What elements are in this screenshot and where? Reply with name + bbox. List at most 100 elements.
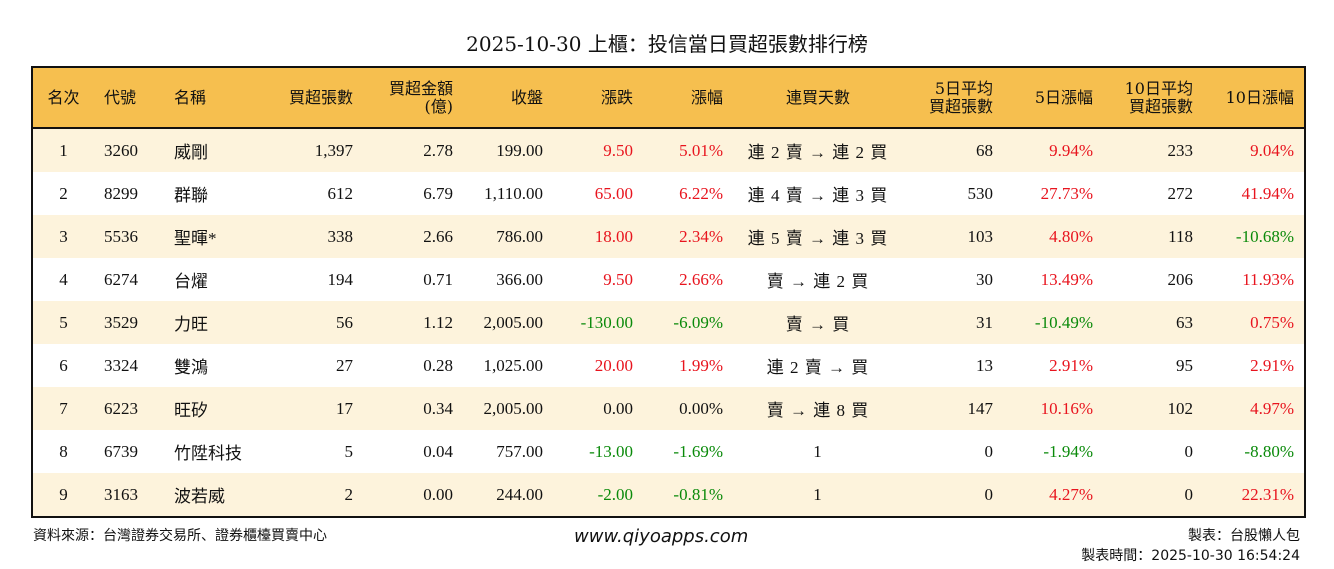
cell-name: 群聯 — [174, 186, 208, 205]
cell-pct10: 4.97% — [1250, 398, 1294, 418]
cell-rank: 4 — [59, 269, 68, 289]
cell-rank: 3 — [59, 226, 68, 246]
cell-pct: -6.09% — [673, 312, 723, 332]
cell-pct: 6.22% — [679, 183, 723, 203]
cell-streak: 賣 → 連 2 買 — [766, 272, 870, 291]
cell-code: 3324 — [104, 355, 138, 375]
cell-net_lots: 2 — [344, 484, 354, 504]
cell-change: 18.00 — [594, 226, 633, 246]
cell-avg10: 272 — [1167, 183, 1194, 203]
cell-net_lots: 194 — [327, 269, 354, 289]
cell-amount: 2.78 — [423, 140, 453, 160]
cell-net_lots: 27 — [336, 355, 353, 375]
cell-pct10: 0.75% — [1250, 312, 1294, 332]
table-row[interactable]: 7 6223 旺矽 17 0.34 2,005.00 0.00 0.00% 賣 → 連 8 買 1… — [32, 387, 1305, 430]
cell-change: -130.00 — [580, 312, 633, 332]
cell-pct5: 10.16% — [1040, 398, 1093, 418]
cell-pct: 1.99% — [679, 355, 723, 375]
cell-avg10: 63 — [1176, 312, 1193, 332]
cell-amount: 0.28 — [423, 355, 453, 375]
cell-close: 786.00 — [496, 226, 543, 246]
cell-amount: 0.04 — [423, 441, 453, 461]
column-header: 名稱 — [174, 87, 207, 107]
cell-avg5: 13 — [976, 355, 993, 375]
cell-rank: 2 — [59, 183, 68, 203]
cell-amount: 2.66 — [423, 226, 453, 246]
table-row[interactable]: 4 6274 台燿 194 0.71 366.00 9.50 2.66% 賣 → 連 2 買 30… — [32, 258, 1305, 301]
table-header: 名次 代號 名稱 買超張數 買超金額 (億) 收盤 漲跌 漲幅 連買天數 5日平均 買超張數 5日漲… — [32, 67, 1305, 128]
cell-amount: 0.00 — [423, 484, 453, 504]
cell-pct10: 2.91% — [1250, 355, 1294, 375]
cell-code: 6739 — [104, 441, 138, 461]
cell-pct5: -10.49% — [1034, 312, 1093, 332]
cell-close: 1,110.00 — [484, 183, 543, 203]
cell-close: 366.00 — [496, 269, 543, 289]
cell-change: -2.00 — [597, 484, 633, 504]
cell-close: 757.00 — [496, 441, 543, 461]
column-header: 收盤 — [510, 87, 543, 107]
table-row[interactable]: 6 3324 雙鴻 27 0.28 1,025.00 20.00 1.99% 連 2 賣 → 買… — [32, 344, 1305, 387]
table-row[interactable]: 3 5536 聖暉* 338 2.66 786.00 18.00 2.34% 連 5 賣 → 連… — [32, 215, 1305, 258]
cell-rank: 1 — [59, 140, 68, 160]
ranking-table: 名次 代號 名稱 買超張數 買超金額 (億) 收盤 漲跌 漲幅 連買天數 5日平均 買超張數 5日漲… — [31, 66, 1306, 518]
cell-pct: 2.34% — [679, 226, 723, 246]
cell-avg5: 103 — [967, 226, 994, 246]
column-header: 買超張數 — [288, 87, 353, 107]
cell-net_lots: 17 — [336, 398, 353, 418]
cell-change: 9.50 — [603, 269, 633, 289]
table-row[interactable]: 8 6739 竹陞科技 5 0.04 757.00 -13.00 -1.69% 1 0 -1.94%… — [32, 430, 1305, 473]
cell-amount: 6.79 — [423, 183, 453, 203]
cell-streak: 1 — [813, 441, 823, 461]
page-title: 2025-10-30 上櫃：投信當日買超張數排行榜 — [466, 32, 868, 56]
cell-avg5: 0 — [984, 441, 994, 461]
column-header: 漲跌 — [600, 87, 633, 107]
column-header: 連買天數 — [785, 87, 850, 107]
cell-name: 旺矽 — [174, 401, 208, 420]
cell-change: 20.00 — [594, 355, 633, 375]
cell-rank: 9 — [59, 484, 68, 504]
cell-name: 聖暉* — [174, 229, 217, 248]
cell-avg10: 0 — [1184, 441, 1194, 461]
table-row[interactable]: 1 3260 威剛 1,397 2.78 199.00 9.50 5.01% 連 2 賣 → 連… — [32, 128, 1305, 172]
cell-avg5: 147 — [967, 398, 994, 418]
cell-rank: 7 — [59, 398, 68, 418]
cell-close: 1,025.00 — [483, 355, 544, 375]
cell-change: 0.00 — [603, 398, 633, 418]
cell-code: 3260 — [104, 140, 138, 160]
cell-avg5: 530 — [967, 183, 994, 203]
cell-pct: -1.69% — [673, 441, 723, 461]
cell-name: 台燿 — [174, 272, 208, 291]
maker-label: 製表：台股懶人包 — [1188, 528, 1300, 544]
column-header: 漲幅 — [690, 87, 723, 107]
cell-name: 威剛 — [174, 143, 208, 162]
cell-change: 9.50 — [603, 140, 633, 160]
cell-pct5: 4.27% — [1049, 484, 1093, 504]
cell-pct: 2.66% — [679, 269, 723, 289]
website-link[interactable]: www.qiyoapps.com — [574, 526, 749, 547]
cell-streak: 連 2 賣 → 連 2 買 — [747, 143, 889, 162]
cell-code: 8299 — [104, 183, 138, 203]
table-row[interactable]: 9 3163 波若威 2 0.00 244.00 -2.00 -0.81% 1 0 4.27% 0 22… — [32, 473, 1305, 517]
cell-close: 2,005.00 — [483, 312, 544, 332]
cell-avg10: 102 — [1167, 398, 1194, 418]
table-row[interactable]: 2 8299 群聯 612 6.79 1,110.00 65.00 6.22% 連 4 賣 → … — [32, 172, 1305, 215]
cell-pct: -0.81% — [673, 484, 723, 504]
cell-pct10: 9.04% — [1250, 140, 1294, 160]
cell-avg5: 68 — [976, 140, 993, 160]
cell-pct10: -10.68% — [1235, 226, 1294, 246]
cell-avg10: 95 — [1176, 355, 1193, 375]
column-header: 10日平均 買超張數 — [1124, 78, 1193, 116]
column-header: 代號 — [104, 87, 137, 107]
cell-pct5: 2.91% — [1049, 355, 1093, 375]
cell-close: 199.00 — [496, 140, 543, 160]
table-row[interactable]: 5 3529 力旺 56 1.12 2,005.00 -130.00 -6.09% 賣 → 買 3… — [32, 301, 1305, 344]
cell-pct10: 41.94% — [1241, 183, 1294, 203]
cell-close: 244.00 — [496, 484, 543, 504]
cell-name: 力旺 — [174, 315, 208, 334]
data-source: 資料來源：台灣證券交易所、證券櫃檯買賣中心 — [33, 528, 327, 544]
cell-amount: 0.71 — [423, 269, 453, 289]
cell-net_lots: 338 — [327, 226, 354, 246]
cell-rank: 6 — [59, 355, 68, 375]
cell-net_lots: 1,397 — [314, 140, 353, 160]
cell-avg10: 233 — [1167, 140, 1194, 160]
